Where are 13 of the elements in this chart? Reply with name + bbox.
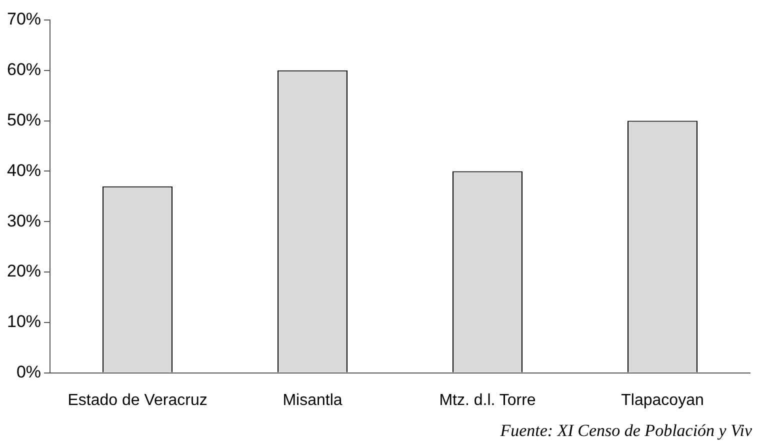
y-tick-label: 20%	[6, 262, 42, 281]
y-tick-label: 60%	[6, 60, 42, 80]
y-tick-label: 40%	[6, 160, 42, 180]
y-tick-label: 30%	[6, 211, 42, 230]
x-tick-label: Mtz. d.l. Torre	[439, 392, 536, 409]
y-tick-label: 70%	[6, 10, 42, 29]
x-tick-label: Misantla	[282, 392, 342, 409]
x-tick-label: Tlapacoyan	[621, 392, 704, 409]
y-tick-label: 50%	[6, 110, 42, 130]
x-tick-label: Estado de Veracruz	[68, 392, 208, 409]
y-tick-label: 10%	[6, 312, 42, 332]
source-note: Fuente: XI Censo de Población y Viv	[500, 421, 752, 441]
y-tick-label: 0%	[16, 362, 42, 382]
